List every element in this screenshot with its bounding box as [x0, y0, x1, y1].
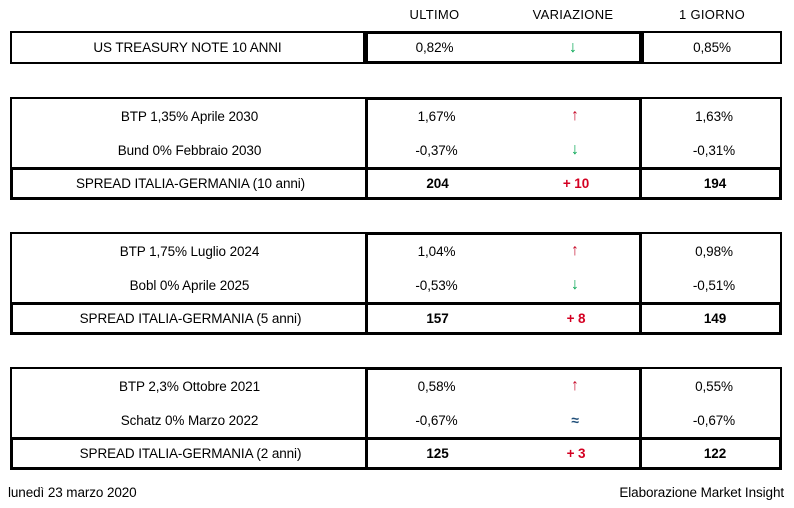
spread-label: SPREAD ITALIA-GERMANIA (5 anni)	[79, 311, 302, 326]
spread-change-value: + 10	[562, 176, 590, 191]
change-cell: ↑	[506, 234, 644, 268]
column-header-1-giorno: 1 GIORNO	[679, 7, 745, 22]
giorno-value: -0,67%	[692, 412, 736, 428]
spread-row: SPREAD ITALIA-GERMANIA (2 anni) 125 + 3 …	[10, 437, 782, 470]
giorno-value: 0,55%	[695, 378, 733, 394]
giorno-value: -0,51%	[692, 277, 736, 293]
footer-date: lunedì 23 marzo 2020	[8, 485, 137, 500]
spread-giorno-value: 122	[703, 446, 727, 461]
table-5-anni: BTP 1,75% Luglio 2024 1,04% ↑ 0,98% Bobl…	[10, 232, 782, 335]
spread-ultimo-value: 157	[426, 311, 449, 326]
spread-change-value: + 3	[566, 446, 586, 461]
ultimo-value: 1,04%	[417, 243, 456, 259]
change-cell: ↓	[506, 268, 644, 302]
ultimo-value: 0,58%	[417, 378, 456, 394]
giorno-value: 1,63%	[695, 108, 733, 124]
approx-equal-icon: ≈	[571, 412, 579, 428]
spread-row: SPREAD ITALIA-GERMANIA (5 anni) 157 + 8 …	[10, 302, 782, 335]
ultimo-value: -0,67%	[415, 412, 458, 428]
bond-rows: BTP 1,75% Luglio 2024 1,04% ↑ 0,98% Bobl…	[10, 232, 782, 302]
footer-credit: Elaborazione Market Insight	[619, 485, 784, 500]
bond-label: BTP 2,3% Ottobre 2021	[119, 378, 260, 394]
ultimo-value: -0,37%	[415, 142, 458, 158]
table-10-anni: BTP 1,35% Aprile 2030 1,67% ↑ 1,63% Bund…	[10, 97, 782, 200]
change-cell: ≈	[506, 403, 644, 437]
column-headers: ULTIMO VARIAZIONE 1 GIORNO	[10, 7, 782, 22]
ultimo-value: 1,67%	[417, 108, 456, 124]
giorno-value: -0,31%	[692, 142, 736, 158]
change-cell: ↑	[506, 99, 644, 133]
change-cell: ↓	[506, 133, 644, 167]
spread-row: SPREAD ITALIA-GERMANIA (10 anni) 204 + 1…	[10, 167, 782, 200]
header-spacer	[10, 7, 365, 22]
spread-ultimo-value: 204	[426, 176, 449, 191]
column-header-ultimo: ULTIMO	[409, 7, 460, 22]
bond-label: BTP 1,75% Luglio 2024	[119, 243, 260, 259]
spread-label: SPREAD ITALIA-GERMANIA (10 anni)	[75, 176, 306, 191]
bond-label: BTP 1,35% Aprile 2030	[120, 108, 259, 124]
column-header-variazione: VARIAZIONE	[532, 7, 614, 22]
spread-ultimo-value: 125	[426, 446, 449, 461]
down-arrow-icon: ↓	[569, 38, 577, 56]
spread-giorno-value: 149	[703, 311, 727, 326]
up-arrow-icon: ↑	[571, 107, 579, 124]
spread-change-value: + 8	[566, 311, 586, 326]
spread-label: SPREAD ITALIA-GERMANIA (2 anni)	[79, 446, 302, 461]
table-us-treasury: US TREASURY NOTE 10 ANNI 0,82% ↓ 0,85%	[10, 31, 782, 64]
giorno-value: 0,98%	[695, 243, 733, 259]
ultimo-value: -0,53%	[415, 277, 458, 293]
change-cell: ↑	[506, 369, 644, 403]
up-arrow-icon: ↑	[571, 242, 579, 259]
table-2-anni: BTP 2,3% Ottobre 2021 0,58% ↑ 0,55% Scha…	[10, 367, 782, 470]
down-arrow-icon: ↓	[571, 276, 579, 293]
bond-rows: BTP 2,3% Ottobre 2021 0,58% ↑ 0,55% Scha…	[10, 367, 782, 437]
down-arrow-icon: ↓	[571, 141, 579, 158]
giorno-value: 0,85%	[642, 31, 782, 64]
bond-label: Bobl 0% Aprile 2025	[129, 277, 250, 293]
bond-label: Bund 0% Febbraio 2030	[117, 142, 262, 158]
change-cell: ↓	[504, 31, 642, 64]
footer: lunedì 23 marzo 2020 Elaborazione Market…	[8, 485, 784, 500]
bond-rows: BTP 1,35% Aprile 2030 1,67% ↑ 1,63% Bund…	[10, 97, 782, 167]
ultimo-value: 0,82%	[415, 40, 454, 55]
bond-label: US TREASURY NOTE 10 ANNI	[10, 31, 365, 64]
spread-giorno-value: 194	[703, 176, 727, 191]
bond-label: Schatz 0% Marzo 2022	[120, 412, 259, 428]
up-arrow-icon: ↑	[571, 377, 579, 394]
